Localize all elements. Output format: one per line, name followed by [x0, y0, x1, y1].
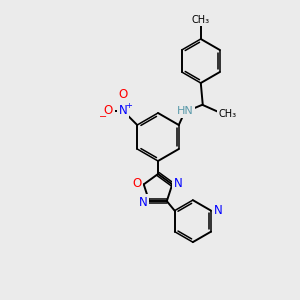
- Text: CH₃: CH₃: [219, 109, 237, 119]
- Text: O: O: [103, 104, 113, 118]
- Text: CH₃: CH₃: [192, 15, 210, 25]
- Text: O: O: [118, 88, 128, 101]
- Text: −: −: [99, 112, 107, 122]
- Text: O: O: [132, 177, 141, 190]
- Text: N: N: [174, 177, 183, 190]
- Text: HN: HN: [176, 106, 193, 116]
- Text: N: N: [214, 204, 222, 217]
- Text: N: N: [119, 104, 128, 118]
- Text: +: +: [125, 101, 132, 110]
- Text: N: N: [139, 196, 148, 208]
